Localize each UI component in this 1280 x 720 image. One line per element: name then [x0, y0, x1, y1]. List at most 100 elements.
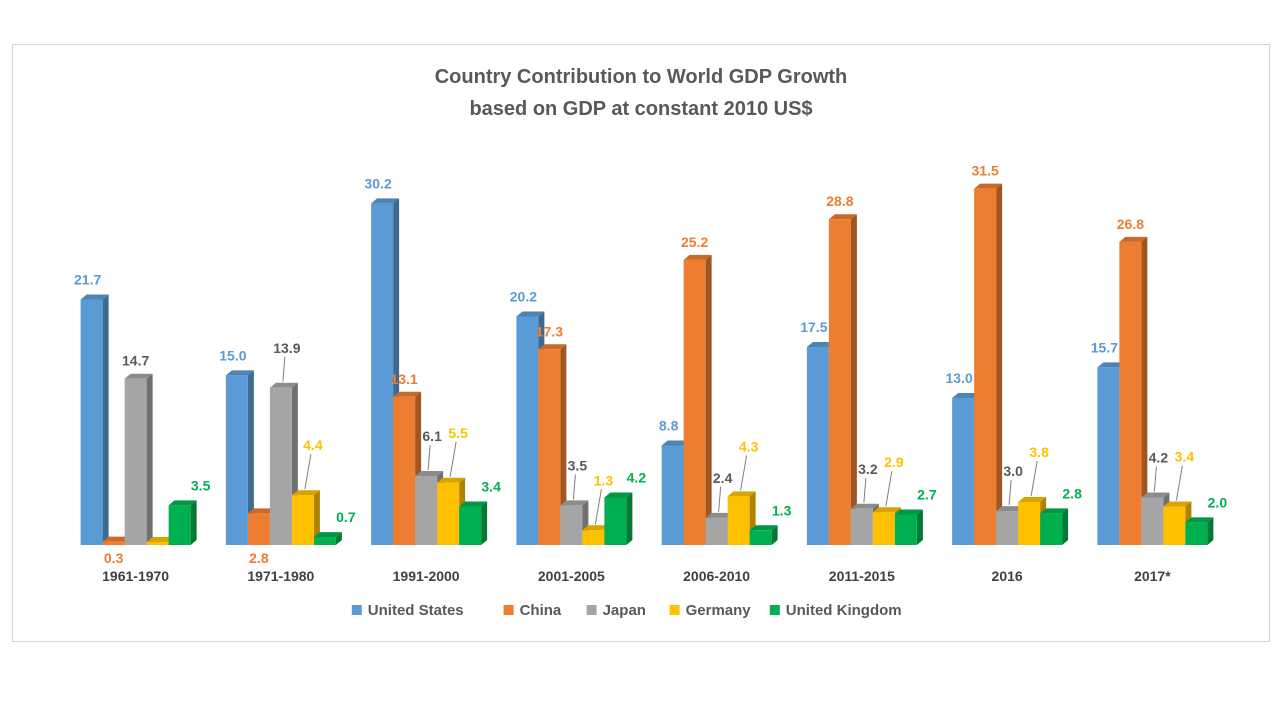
leader-line [1153, 466, 1157, 492]
bar-front [538, 349, 561, 545]
bar-front [393, 396, 416, 545]
bar-side [771, 525, 778, 545]
chart-subtitle: based on GDP at constant 2010 US$ [469, 98, 812, 120]
data-label: 2.7 [917, 486, 937, 502]
data-label: 3.5 [191, 477, 211, 493]
data-label: 4.4 [303, 437, 323, 453]
bar [683, 254, 712, 546]
bar-top [850, 503, 879, 509]
legend-label: United States [368, 602, 464, 619]
bar-front [661, 445, 684, 545]
category-label: 2001-2005 [538, 568, 605, 584]
data-label: 2.8 [1062, 485, 1082, 501]
bar [313, 532, 342, 545]
data-label: 4.3 [739, 438, 759, 454]
bar-top [806, 342, 835, 348]
leader-line [449, 441, 457, 477]
bar-top [291, 490, 320, 496]
category-label: 1991-2000 [393, 568, 460, 584]
bar-side [1062, 508, 1069, 545]
legend-label: United Kingdom [786, 602, 902, 619]
bar-front [225, 375, 248, 545]
leader-line [282, 356, 286, 382]
chart-title: Country Contribution to World GDP Growth [435, 66, 848, 88]
data-label: 17.3 [536, 323, 563, 339]
bar-front [371, 203, 394, 546]
data-label: 0.3 [104, 550, 124, 566]
bar-top [705, 512, 734, 518]
bar [828, 214, 857, 545]
legend-label: Japan [603, 602, 646, 619]
bar-side [146, 373, 153, 545]
bar-top [1185, 517, 1214, 523]
bar-top [683, 254, 712, 260]
bar-front [516, 316, 539, 545]
bar [538, 344, 567, 545]
data-label: 26.8 [1117, 216, 1144, 232]
legend-swatch [351, 605, 362, 615]
bar-top [996, 506, 1025, 512]
category-label: 2006-2010 [683, 568, 750, 584]
bar-front [1163, 506, 1186, 545]
bar-front [850, 508, 873, 545]
bar-front [415, 475, 438, 545]
leader-line [885, 471, 893, 507]
data-label: 2.8 [249, 550, 269, 566]
bar-top [952, 392, 981, 398]
bar-top [582, 525, 611, 531]
bar-front [727, 496, 750, 545]
bar-front [560, 505, 583, 545]
leader-line [427, 444, 431, 471]
leader-line [718, 486, 722, 512]
bar-front [1119, 241, 1142, 545]
bar-front [806, 347, 829, 545]
bar-front [996, 511, 1019, 545]
data-label: 21.7 [74, 272, 101, 288]
bar-side [996, 183, 1003, 545]
bar-top [1040, 508, 1069, 514]
bar-side [626, 492, 633, 545]
legend-item: United Kingdom [769, 602, 902, 619]
bar-top [168, 500, 197, 506]
bar-top [1097, 362, 1126, 368]
data-label: 3.5 [568, 457, 588, 473]
legend-label: China [520, 602, 562, 619]
bar-top [437, 477, 466, 483]
data-label: 25.2 [681, 234, 708, 250]
data-label: 13.1 [391, 371, 418, 387]
bar [894, 509, 923, 545]
bar-top [124, 373, 153, 379]
legend-swatch [669, 605, 680, 615]
bar-side [850, 214, 857, 545]
leader-line [572, 474, 576, 500]
bar-top [371, 198, 400, 204]
data-label: 6.1 [422, 428, 442, 444]
leader-line [594, 489, 602, 525]
bar-side [560, 344, 567, 545]
chart-svg: Country Contribution to World GDP Growth… [74, 66, 1227, 619]
bar-side [1207, 517, 1214, 545]
data-labels-layer: 21.7 0.3 14.7 3.5 15.0 2.8 13.9 4.4 0.7 30.2 13.1 6… [74, 163, 1227, 566]
bar-top [749, 525, 778, 531]
legend-item: China [503, 602, 562, 619]
data-label: 28.8 [826, 193, 853, 209]
bar-front [80, 299, 103, 545]
data-label: 8.8 [659, 417, 679, 433]
bar-front [1097, 367, 1120, 545]
bar-top [516, 311, 545, 317]
bar-side [335, 532, 342, 545]
bar-top [102, 536, 131, 542]
data-label: 3.2 [858, 461, 878, 477]
bar-top [661, 440, 690, 446]
data-label: 1.3 [772, 502, 792, 518]
bar-top [393, 391, 422, 397]
bar-top [828, 214, 857, 220]
bar-top [415, 470, 444, 476]
bar-top [560, 500, 589, 506]
bar [80, 294, 109, 545]
bar-front [872, 512, 895, 545]
category-label: 1961-1970 [102, 568, 169, 584]
bar-front [124, 378, 147, 545]
bar-top [80, 294, 109, 300]
bar [1040, 508, 1069, 545]
